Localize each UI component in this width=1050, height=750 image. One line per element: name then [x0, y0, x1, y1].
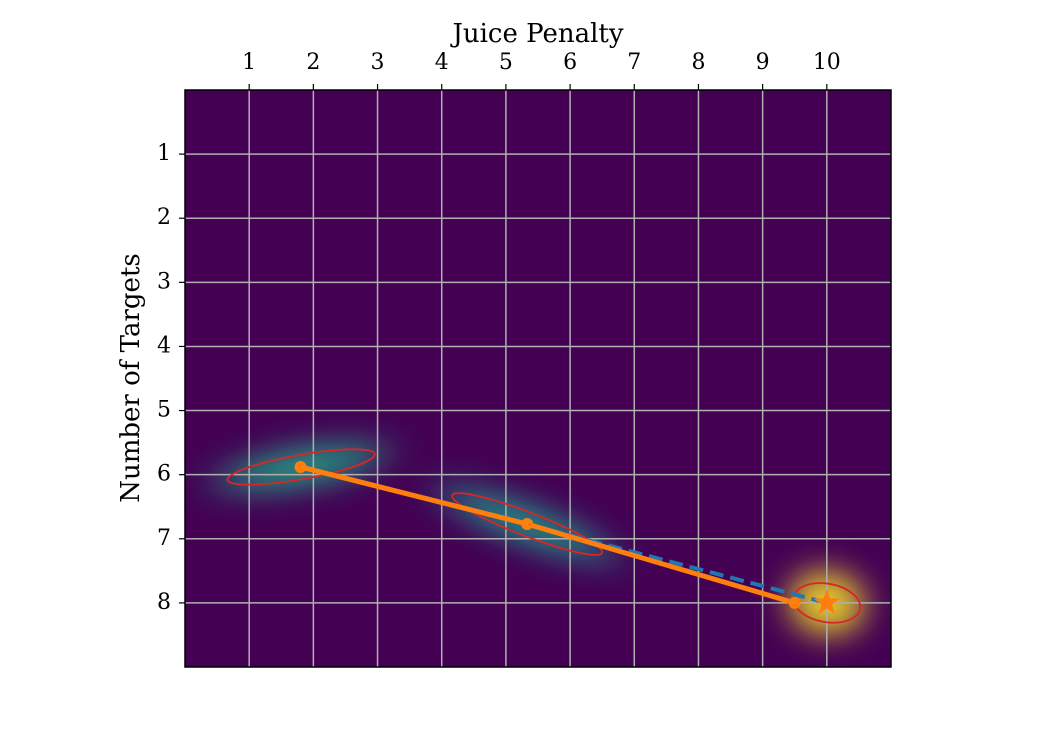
y-tick-label: 8 — [157, 590, 171, 615]
y-tick-label: 1 — [157, 141, 171, 166]
grid — [185, 90, 891, 667]
y-tick-label: 6 — [157, 462, 171, 487]
y-tick-label: 7 — [157, 526, 171, 551]
x-tick-label: 1 — [242, 50, 256, 75]
x-tick-label: 7 — [627, 50, 641, 75]
x-tick-label: 3 — [371, 50, 385, 75]
confidence-ellipse — [226, 448, 376, 486]
x-tick-label: 10 — [813, 50, 841, 75]
x-tick-label: 6 — [563, 50, 577, 75]
y-tick-label: 2 — [157, 205, 171, 230]
plot-background — [185, 90, 891, 667]
point — [521, 518, 534, 531]
point — [788, 596, 801, 609]
x-tick-label: 5 — [499, 50, 513, 75]
star-marker — [813, 588, 841, 615]
point — [294, 460, 307, 473]
confidence-ellipse — [451, 492, 604, 556]
y-tick-label: 5 — [157, 398, 171, 423]
y-tick-label: 4 — [157, 333, 171, 358]
y-axis-title: Number of Targets — [116, 253, 146, 503]
x-tick-label: 8 — [691, 50, 705, 75]
plot-frame — [184, 89, 892, 668]
x-tick-label: 4 — [435, 50, 449, 75]
x-axis-title: Juice Penalty — [449, 19, 623, 49]
x-tick-label: 9 — [756, 50, 770, 75]
x-tick-label: 2 — [306, 50, 320, 75]
y-tick-label: 3 — [157, 269, 171, 294]
marks — [226, 448, 862, 624]
